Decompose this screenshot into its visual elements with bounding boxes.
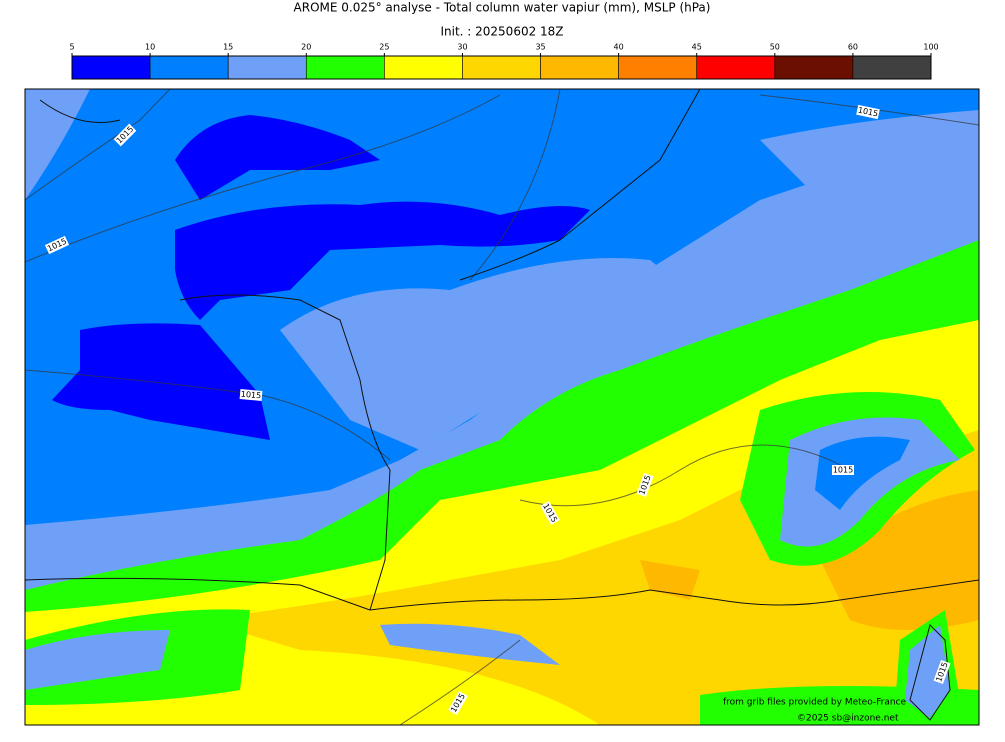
colorbar-tick-label: 10 xyxy=(145,43,155,52)
isobar-label-box xyxy=(933,659,951,685)
isobar-label-box xyxy=(239,389,263,401)
colorbar-tick-label: 100 xyxy=(923,43,938,52)
colorbar-segment xyxy=(696,55,776,80)
field xyxy=(25,89,979,725)
colorbar-tick-label: 40 xyxy=(614,43,624,52)
isobar-label: 1015 xyxy=(856,104,880,120)
colorbar-tick-label: 25 xyxy=(379,43,389,52)
isobar-label-box xyxy=(448,690,468,716)
isobar-label-text: 1015 xyxy=(857,105,879,118)
colorbar-tick-label: 15 xyxy=(223,43,233,52)
colorbar-segment xyxy=(618,55,698,80)
colorbar-segment xyxy=(852,55,932,80)
colorbar-segment xyxy=(71,55,151,80)
colorbar-tick-label: 60 xyxy=(848,43,858,52)
isobar-label: 1015 xyxy=(832,465,854,475)
isobar-label-box xyxy=(636,472,654,498)
colorbar-segment xyxy=(384,55,463,80)
colorbar-segment xyxy=(227,55,307,80)
colorbar: 5 10 15 20 25 30 35 40 45 50 60 100 xyxy=(69,43,939,80)
colorbar-tick-label: 50 xyxy=(770,43,780,52)
colorbar-tick-label: 5 xyxy=(69,43,74,52)
subtitle: Init. : 20250602 18Z xyxy=(440,25,563,39)
isobar-label-box xyxy=(832,465,854,475)
credit: ©2025 sb@inzone.net xyxy=(797,714,899,724)
isobar-label-box xyxy=(540,500,560,526)
isobar-label-box xyxy=(856,104,880,120)
colorbar-tick-label: 30 xyxy=(457,43,467,52)
colorbar-segment xyxy=(774,55,854,80)
colorbar-segment xyxy=(540,55,619,80)
title: AROME 0.025° analyse - Total column wate… xyxy=(294,1,711,15)
colorbar-frame xyxy=(71,55,932,80)
colorbar-segment xyxy=(462,55,541,80)
colorbar-segment xyxy=(149,55,229,80)
credit: from grib files provided by Meteo-France xyxy=(723,698,906,708)
coastlines xyxy=(25,89,979,721)
map-frame xyxy=(24,88,980,726)
isobar-label-text: 1015 xyxy=(240,390,261,401)
colorbar-tick-label: 20 xyxy=(301,43,311,52)
isobar-label-box xyxy=(44,235,70,255)
isobar-label-text: 1015 xyxy=(833,466,853,475)
isobar-label: 1015 xyxy=(239,389,263,401)
colorbar-tick-label: 45 xyxy=(692,43,702,52)
isobar-label-box xyxy=(113,123,137,147)
colorbar-tick-label: 35 xyxy=(535,43,545,52)
colorbar-segment xyxy=(305,55,385,80)
